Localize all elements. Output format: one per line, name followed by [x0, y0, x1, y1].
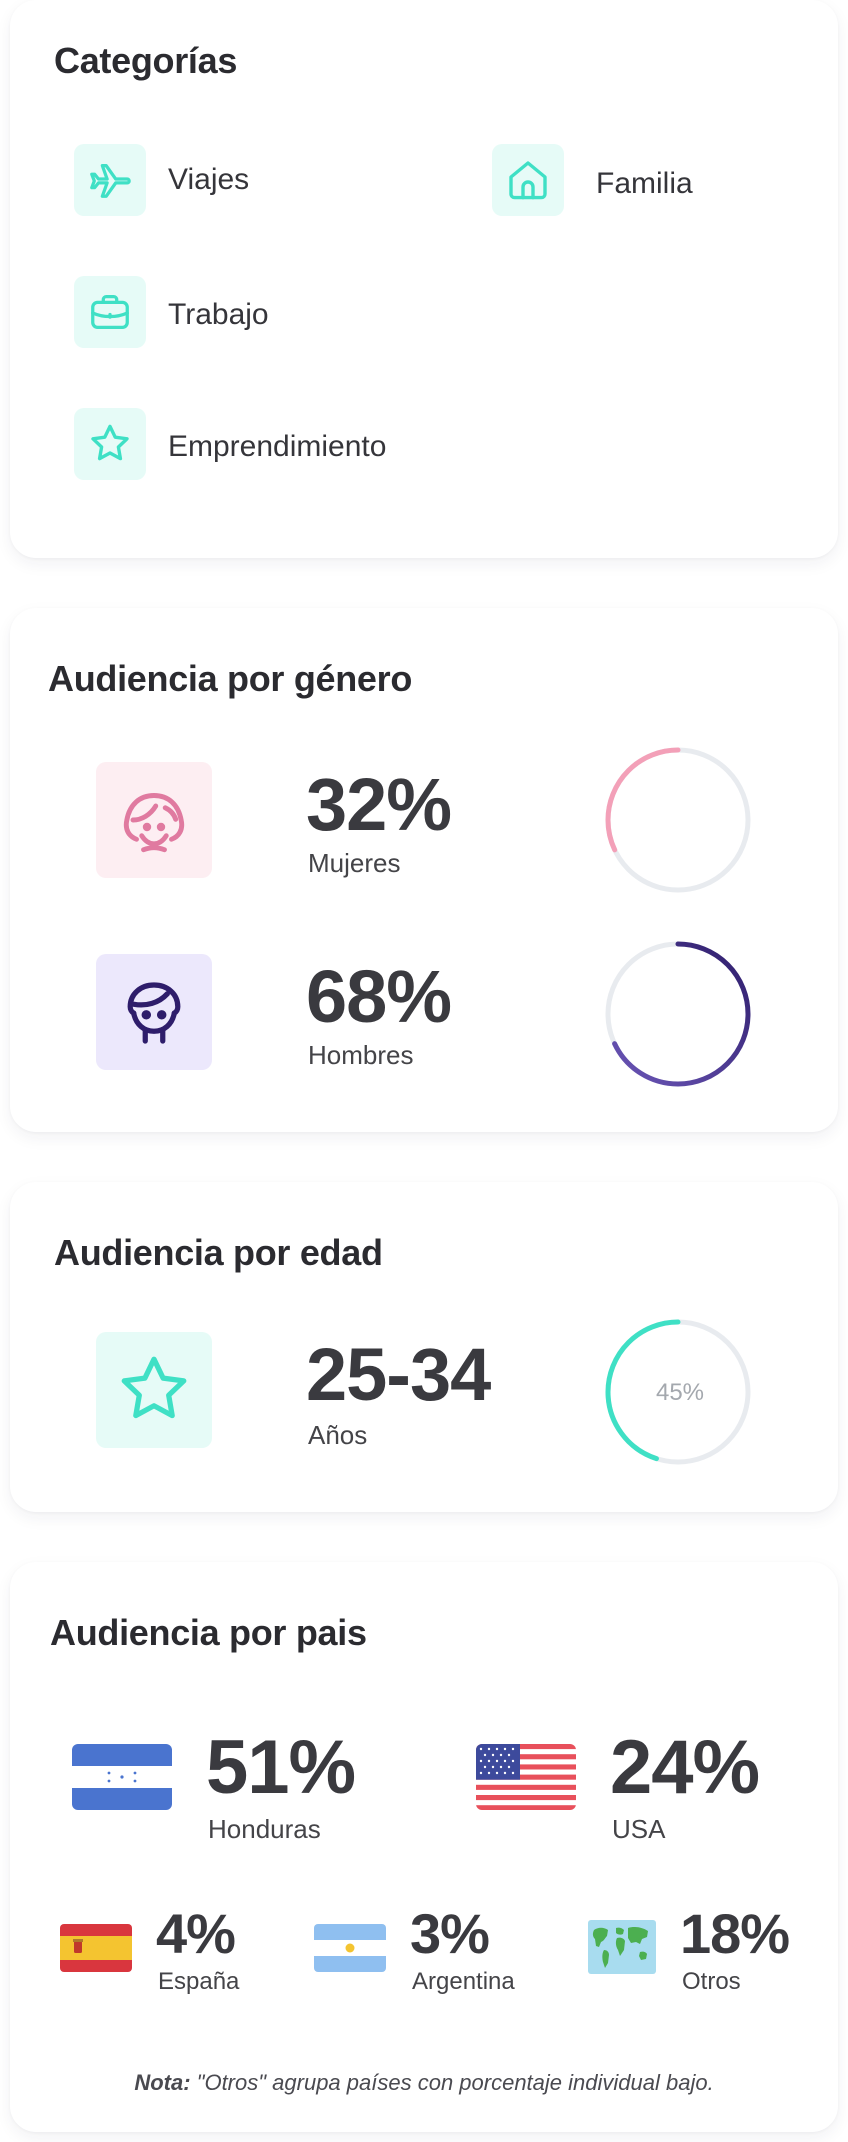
argentina-flag-icon [314, 1924, 386, 1972]
categories-title: Categorías [54, 40, 238, 81]
others-name: Otros [682, 1968, 741, 1995]
others-percent: 18% [680, 1902, 790, 1965]
category-travel-label[interactable]: Viajes [168, 163, 250, 196]
women-label: Mujeres [308, 848, 401, 878]
gender-card: Audiencia por género 32% Mujeres 68% Hom… [10, 608, 838, 1132]
home-icon [509, 161, 547, 200]
man-icon [127, 982, 181, 1044]
note-text: "Otros" agrupa países con porcentaje ind… [190, 2070, 714, 2095]
usa-name: USA [612, 1814, 666, 1844]
spain-percent: 4% [156, 1902, 236, 1965]
category-entrepreneurship-label[interactable]: Emprendimiento [168, 430, 387, 463]
world-map-icon [588, 1920, 656, 1974]
honduras-percent: 51% [206, 1725, 356, 1810]
briefcase-icon [91, 295, 129, 329]
argentina-percent: 3% [410, 1902, 490, 1965]
men-label: Hombres [308, 1040, 414, 1070]
argentina-name: Argentina [412, 1968, 515, 1995]
honduras-name: Honduras [208, 1814, 321, 1844]
country-title: Audiencia por pais [50, 1612, 367, 1653]
age-title: Audiencia por edad [54, 1232, 383, 1273]
note-prefix: Nota: [134, 2070, 191, 2095]
category-family-label[interactable]: Familia [596, 167, 693, 200]
age-card: Audiencia por edad 25-34 Años 45% [10, 1182, 838, 1512]
spain-flag-icon [60, 1924, 132, 1972]
country-note: Nota: "Otros" agrupa países con porcenta… [10, 2070, 838, 2096]
honduras-flag-icon [72, 1744, 172, 1810]
star-icon [91, 424, 129, 461]
airplane-icon [90, 163, 131, 198]
category-travel-icon-box [74, 144, 146, 216]
usa-percent: 24% [610, 1725, 760, 1810]
women-icon-box [96, 762, 212, 878]
age-ring-progress [605, 1319, 751, 1465]
category-work-icon-box [74, 276, 146, 348]
men-ring [605, 941, 751, 1087]
categories-card: Categorías Viajes Familia Trabajo Empren… [10, 0, 838, 558]
star-icon [121, 1356, 187, 1419]
category-entrepreneurship-icon-box [74, 408, 146, 480]
age-icon-box [96, 1332, 212, 1448]
men-percent: 68% [306, 955, 452, 1038]
women-percent: 32% [306, 763, 452, 846]
men-icon-box [96, 954, 212, 1070]
category-family-icon-box [492, 144, 564, 216]
age-percent-label: 45% [656, 1379, 704, 1406]
age-unit: Años [308, 1420, 368, 1450]
age-range: 25-34 [306, 1333, 491, 1416]
age-ring: 45% [605, 1319, 751, 1465]
usa-flag-icon [476, 1744, 576, 1810]
gender-title: Audiencia por género [48, 658, 413, 699]
category-work-label[interactable]: Trabajo [168, 298, 269, 331]
men-ring-progress [605, 941, 751, 1087]
spain-name: España [158, 1968, 240, 1995]
country-card: Audiencia por pais 51% Honduras [10, 1562, 838, 2132]
woman-icon [123, 793, 185, 853]
women-ring-progress [605, 747, 751, 893]
women-ring [605, 747, 751, 893]
